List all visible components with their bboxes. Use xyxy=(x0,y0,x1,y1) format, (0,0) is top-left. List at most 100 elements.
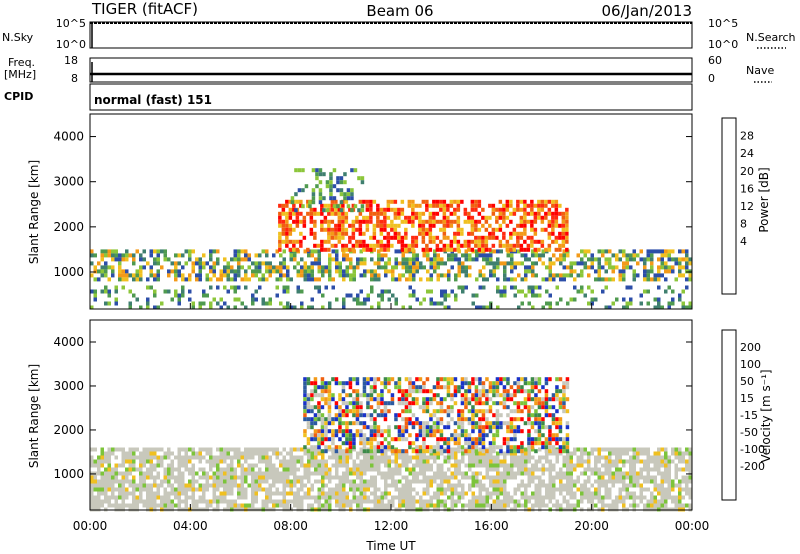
heat-cell xyxy=(93,459,97,464)
heat-cell xyxy=(317,491,321,496)
heat-cell xyxy=(541,305,545,310)
heat-cell xyxy=(474,397,479,402)
heat-cell xyxy=(442,243,447,248)
heat-cell xyxy=(268,265,272,270)
heat-cell xyxy=(533,239,538,244)
heat-cell xyxy=(540,207,545,212)
heat-cell xyxy=(454,467,458,472)
heat-cell xyxy=(492,467,496,472)
heat-cell xyxy=(300,289,304,294)
heat-cell xyxy=(93,487,97,492)
heat-cell xyxy=(688,459,692,464)
heat-cell xyxy=(336,188,340,193)
heat-cell xyxy=(657,297,661,302)
heat-cell xyxy=(537,239,541,244)
heat-cell xyxy=(474,437,479,442)
heat-cell xyxy=(350,196,354,201)
heat-cell xyxy=(569,261,573,266)
heat-cell xyxy=(646,253,650,258)
heat-cell xyxy=(97,495,101,500)
heat-cell xyxy=(688,503,692,508)
heat-cell xyxy=(583,491,587,496)
colorbar-tick-label: 8 xyxy=(740,218,747,231)
heat-cell xyxy=(111,249,115,254)
heat-cell xyxy=(580,257,584,262)
heat-cell xyxy=(618,269,622,274)
heat-cell xyxy=(289,487,293,492)
heat-cell xyxy=(282,249,286,254)
heat-cell xyxy=(432,203,436,208)
heat-cell xyxy=(433,475,437,480)
heat-cell xyxy=(97,499,101,504)
heat-cell xyxy=(240,463,244,468)
heat-cell xyxy=(401,253,405,258)
heat-cell xyxy=(100,459,104,464)
heat-cell xyxy=(345,449,349,454)
heat-cell xyxy=(485,463,489,468)
heat-cell xyxy=(527,301,531,306)
heat-cell xyxy=(377,253,381,258)
heat-cell xyxy=(288,207,293,212)
heat-cell xyxy=(188,273,192,278)
heat-cell xyxy=(369,449,374,454)
heat-cell xyxy=(330,211,335,216)
heat-cell xyxy=(657,257,661,262)
heat-cell xyxy=(146,459,150,464)
heat-cell xyxy=(533,227,538,232)
heat-cell xyxy=(317,447,321,452)
heat-cell xyxy=(474,449,479,454)
heat-cell xyxy=(289,257,293,262)
heat-cell xyxy=(111,265,115,270)
heat-cell xyxy=(272,503,276,508)
heat-cell xyxy=(377,265,381,270)
heat-cell xyxy=(317,451,321,456)
heat-cell xyxy=(453,235,457,240)
heat-cell xyxy=(566,253,570,258)
heat-cell xyxy=(209,463,213,468)
heat-cell xyxy=(412,495,416,500)
heat-cell xyxy=(460,413,465,418)
heat-cell xyxy=(100,463,104,468)
heat-cell xyxy=(474,219,478,224)
heat-cell xyxy=(657,503,661,508)
heat-cell xyxy=(470,247,475,252)
heat-cell xyxy=(597,269,601,274)
heat-cell xyxy=(355,393,360,398)
heat-cell xyxy=(313,243,317,248)
heat-cell xyxy=(429,451,433,456)
heat-cell xyxy=(370,285,374,290)
heat-cell xyxy=(359,249,363,254)
heat-cell xyxy=(195,455,199,460)
heat-cell xyxy=(335,459,339,464)
heat-cell xyxy=(349,499,353,504)
heat-cell xyxy=(349,479,353,484)
heat-cell xyxy=(310,269,314,274)
heat-cell xyxy=(408,285,412,290)
heat-cell xyxy=(376,215,380,220)
heat-cell xyxy=(219,451,223,456)
heat-cell xyxy=(334,377,339,382)
heat-cell xyxy=(527,429,531,434)
heat-cell xyxy=(464,253,468,258)
heat-cell xyxy=(202,475,206,480)
heat-cell xyxy=(303,451,307,456)
heat-cell xyxy=(212,297,216,302)
heat-cell xyxy=(538,253,542,258)
heat-cell xyxy=(523,389,528,394)
heat-cell xyxy=(405,265,409,270)
heat-cell xyxy=(363,301,367,306)
heat-cell xyxy=(342,471,346,476)
heat-cell xyxy=(545,277,549,282)
heat-cell xyxy=(660,479,664,484)
heat-cell xyxy=(320,449,325,454)
heat-cell xyxy=(503,471,507,476)
heat-cell xyxy=(534,487,538,492)
heat-cell xyxy=(373,455,377,460)
heat-cell xyxy=(209,269,213,274)
heat-cell xyxy=(233,249,237,254)
heat-cell xyxy=(478,491,482,496)
heat-cell xyxy=(517,289,521,294)
heat-cell xyxy=(456,239,461,244)
heat-cell xyxy=(419,261,423,266)
heat-cell xyxy=(474,207,478,212)
